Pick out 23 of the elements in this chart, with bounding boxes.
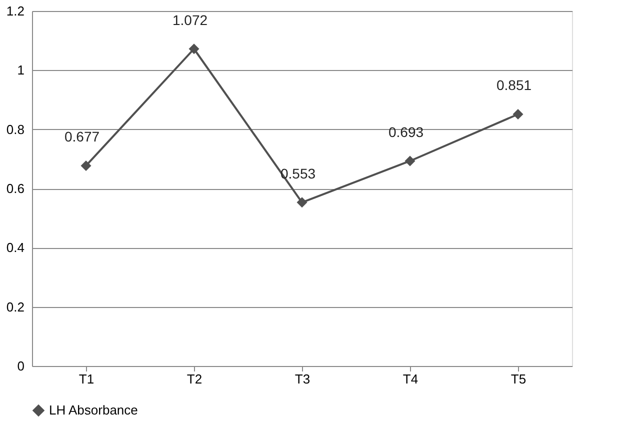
point <box>512 109 524 120</box>
point <box>296 197 308 208</box>
legend-label: LH Absorbance <box>49 402 138 418</box>
point <box>80 160 92 171</box>
y-tick-label: 0.8 <box>6 122 24 137</box>
y-tick-label: 1.2 <box>6 4 24 18</box>
x-tick-label: T2 <box>186 372 202 386</box>
y-tick-label: 0 <box>17 358 24 374</box>
y-tick-label: 0.4 <box>6 240 24 256</box>
point <box>188 44 200 54</box>
y-tick-label: 0.2 <box>6 299 24 314</box>
y-tick-label: 1 <box>17 62 24 78</box>
x-tick-label: T1 <box>78 372 94 386</box>
data-label: 1.072 <box>172 12 208 28</box>
x-tick-label: T5 <box>510 372 526 386</box>
data-label: 0.851 <box>496 77 532 94</box>
x-tick-label: T3 <box>294 372 310 386</box>
x-tick-label: T4 <box>402 372 418 386</box>
data-label: 0.693 <box>388 124 424 140</box>
y-tick-label: 0.6 <box>6 181 24 196</box>
data-label: 0.677 <box>64 128 100 145</box>
data-label: 0.553 <box>280 165 316 182</box>
point <box>404 156 416 166</box>
